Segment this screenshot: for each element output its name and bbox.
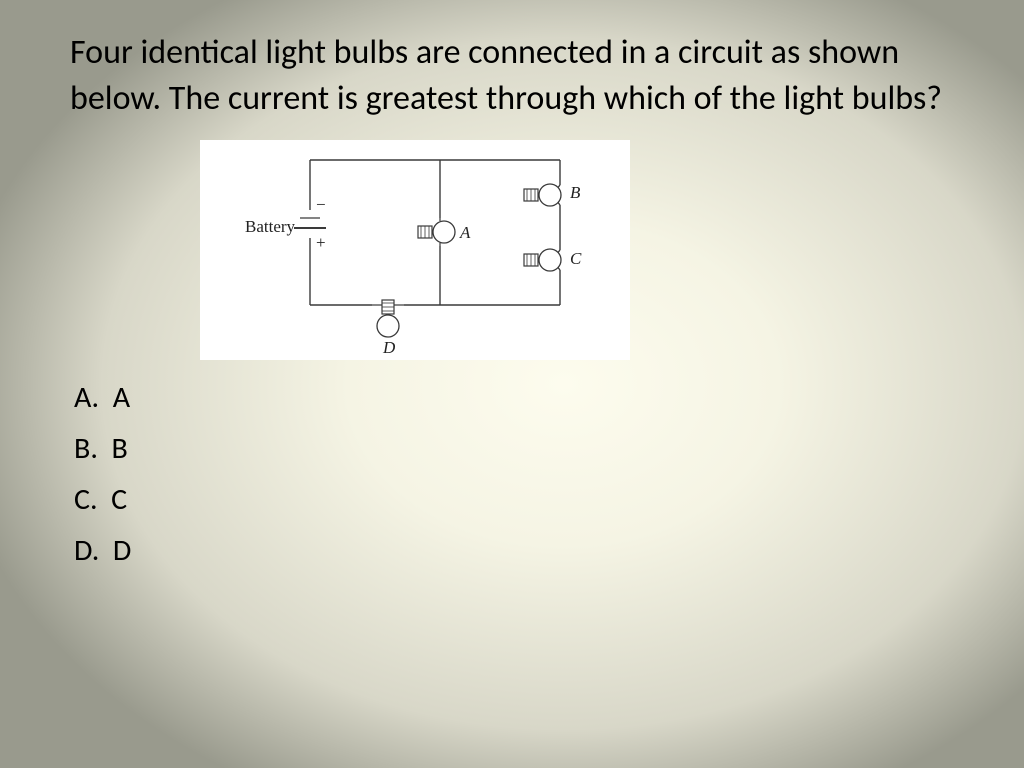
slide-container: Four identical light bulbs are connected… (0, 0, 1024, 768)
option-a: A. A (74, 372, 964, 423)
option-d: D. D (74, 525, 964, 576)
label-minus: − (316, 195, 326, 214)
option-letter: D. (74, 532, 99, 569)
label-c: C (570, 249, 582, 268)
circuit-svg: A B C D Battery − + (200, 140, 630, 360)
option-letter: A. (74, 379, 99, 416)
label-b: B (570, 183, 581, 202)
answer-options: A. A B. B C. C D. D (70, 372, 964, 576)
bulb-d (372, 300, 404, 337)
bulb-c (524, 249, 561, 271)
option-label: A (113, 379, 130, 416)
option-b: B. B (74, 423, 964, 474)
option-label: B (111, 430, 127, 467)
circuit-diagram: A B C D Battery − + (200, 140, 630, 360)
bulb-a (418, 218, 455, 246)
label-d: D (382, 338, 396, 357)
question-text: Four identical light bulbs are connected… (70, 30, 964, 122)
option-label: D (113, 532, 131, 569)
option-letter: B. (74, 430, 98, 467)
label-battery: Battery (245, 217, 296, 236)
label-plus: + (316, 233, 326, 252)
bulb-b (524, 184, 561, 206)
option-letter: C. (74, 481, 98, 518)
option-c: C. C (74, 474, 964, 525)
option-label: C (111, 481, 127, 518)
label-a: A (459, 223, 471, 242)
